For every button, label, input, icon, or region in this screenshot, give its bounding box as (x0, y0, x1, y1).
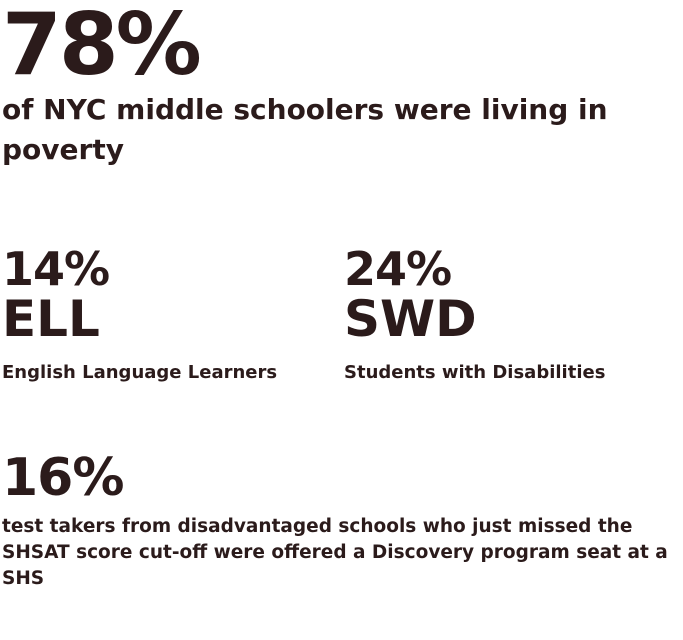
ell-stat: 14% ELL English Language Learners (2, 246, 277, 385)
poverty-percentage: 78% (2, 0, 202, 95)
poverty-stat: 78% of NYC middle schoolers were living … (2, 0, 672, 170)
swd-code: SWD (344, 290, 477, 348)
shsat-percentage: 16% (2, 448, 124, 508)
ell-percentage: 14% (2, 242, 110, 296)
swd-description: Students with Disabilities (344, 362, 606, 383)
ell-description: English Language Learners (2, 362, 278, 383)
swd-percentage: 24% (344, 242, 452, 296)
poverty-description: of NYC middle schoolers were living in p… (2, 93, 608, 166)
shsat-description: test takers from disadvantaged schools w… (2, 516, 668, 589)
ell-code: ELL (2, 290, 100, 348)
swd-stat: 24% SWD Students with Disabilities (344, 246, 605, 385)
shsat-stat: 16% test takers from disadvantaged schoo… (2, 452, 680, 592)
